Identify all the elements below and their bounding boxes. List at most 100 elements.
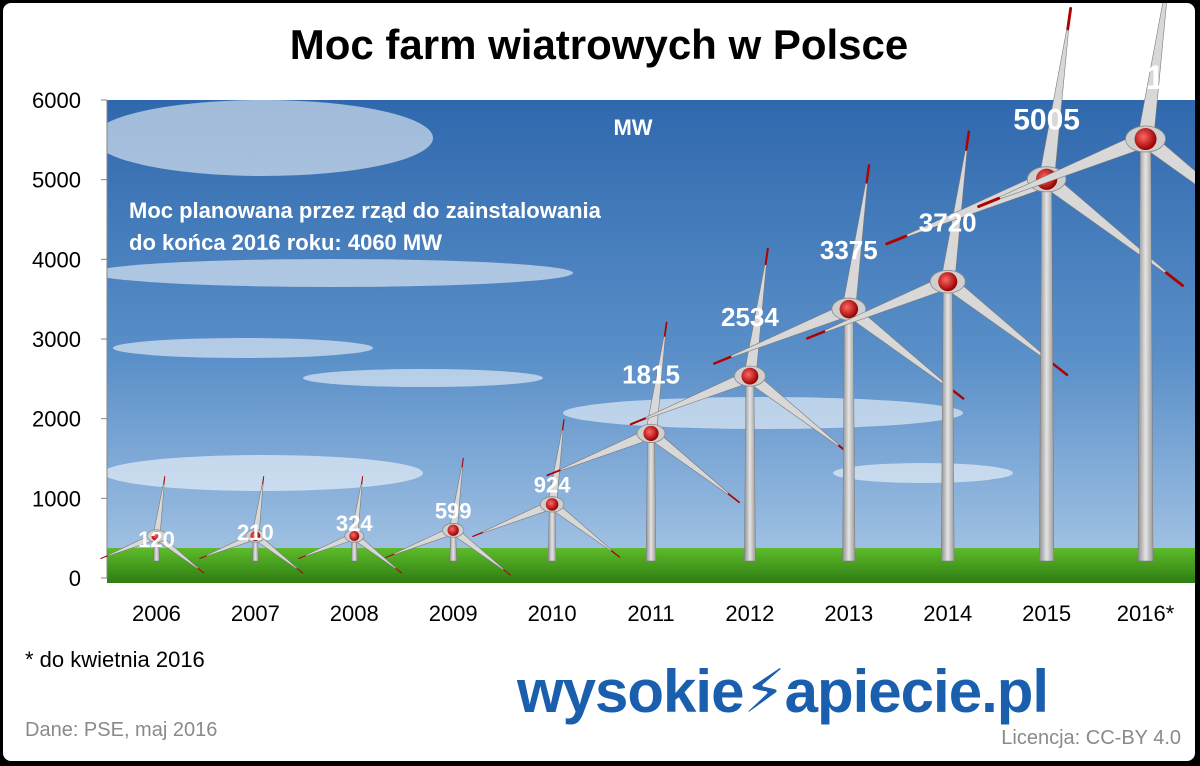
turbine-blade-tip [712, 355, 732, 365]
source-text: Dane: PSE, maj 2016 [25, 719, 218, 741]
turbine-hub [643, 425, 659, 441]
turbine-hub [447, 524, 459, 536]
turbine-blade-tip [610, 550, 621, 558]
turbine-tower [547, 504, 557, 562]
y-tick-label: 2000 [32, 407, 81, 432]
bar [298, 476, 403, 574]
unit-label: MW [613, 115, 652, 140]
data-label: 3720 [919, 208, 977, 238]
data-label: 5510 [1108, 59, 1184, 97]
data-label: 5005 [1013, 103, 1080, 136]
chart-title: Moc farm wiatrowych w Polsce [289, 21, 909, 68]
turbine-blade-tip [395, 568, 403, 574]
y-tick-label: 4000 [32, 247, 81, 272]
turbine-tower [842, 308, 856, 562]
logo-text-right: apiecie.pl [784, 658, 1049, 725]
x-tick-label: 2007 [231, 601, 280, 626]
turbine-tower [1137, 138, 1154, 562]
turbine-tower [645, 433, 657, 562]
turbine-hub [250, 531, 261, 541]
data-label: 210 [237, 520, 274, 545]
bar [629, 247, 853, 562]
turbine-hub [1134, 128, 1157, 151]
turbine-hub [938, 272, 958, 292]
y-tick-label: 5000 [32, 168, 81, 193]
turbine-hub [839, 299, 859, 319]
y-tick-label: 0 [69, 566, 81, 591]
x-tick-label: 2008 [330, 601, 379, 626]
turbine-blade-tip [298, 555, 306, 559]
x-tick-label: 2011 [627, 601, 674, 626]
x-tick-label: 2010 [528, 601, 577, 626]
turbine-blade-tip [546, 469, 561, 477]
chart-canvas: 0 1000 2000 3000 4000 5000 6000 2006 2007 2008 20… [3, 3, 1195, 761]
data-label: 120 [138, 527, 175, 552]
bar [385, 457, 512, 576]
logo: wysokie⚡apiecie.pl [517, 657, 1049, 727]
turbine-blade-tip [296, 568, 304, 574]
bar [977, 3, 1195, 562]
logo-text-left: wysokie [517, 658, 744, 725]
x-axis-labels: 2006 2007 2008 2009 2010 2011 2012 2013 2014 2015… [132, 601, 1175, 626]
turbine-blade-tip [865, 164, 871, 184]
y-tick-label: 6000 [32, 88, 81, 113]
bar [806, 130, 1069, 562]
bar [712, 164, 965, 562]
turbine-blade-tip [197, 568, 205, 574]
data-label: 3375 [820, 235, 878, 265]
data-label: 1815 [622, 359, 680, 389]
turbine-blade-tip [764, 247, 769, 266]
chart: 0 1000 2000 3000 4000 5000 6000 2006 2007 2008 20… [32, 3, 1195, 626]
turbine-tower [744, 375, 756, 562]
y-tick-label: 3000 [32, 327, 81, 352]
turbine-blade-tip [663, 321, 668, 337]
turbine-blade-tip [100, 555, 108, 559]
turbine-blade-tip [262, 476, 265, 485]
turbine-blade-tip [461, 457, 464, 468]
turbine-blade-tip [1066, 7, 1073, 31]
turbine-blade-tip [1051, 362, 1069, 377]
turbine-blade-tip [977, 196, 1001, 208]
turbine-blade-tip [361, 476, 364, 485]
turbine-hub [349, 531, 360, 541]
turbine-blade-tip [561, 419, 565, 431]
x-tick-label: 2016* [1117, 601, 1175, 626]
x-tick-label: 2012 [725, 601, 774, 626]
bar [100, 476, 205, 574]
bars [100, 3, 1195, 576]
y-axis-ticks: 0 1000 2000 3000 4000 5000 6000 [32, 88, 107, 591]
turbine-blade-tip [806, 330, 826, 340]
turbine-hub [545, 498, 559, 511]
data-label: 324 [336, 511, 373, 536]
turbine-blade-tip [472, 531, 483, 538]
turbine-blade-tip [727, 493, 740, 504]
data-label: 924 [534, 472, 571, 497]
x-tick-label: 2015 [1022, 601, 1071, 626]
x-tick-label: 2006 [132, 601, 181, 626]
bar [199, 476, 304, 574]
annotation-line1: Moc planowana przez rząd do zainstalowan… [129, 198, 602, 223]
turbine-blade-tip [163, 476, 166, 485]
turbine-blade-tip [503, 569, 512, 576]
license-text: Licencja: CC-BY 4.0 [1001, 727, 1181, 749]
turbine-blade-tip [965, 130, 971, 151]
turbine-blade-tip [199, 555, 207, 559]
data-label: 599 [435, 498, 472, 523]
x-tick-label: 2014 [923, 601, 972, 626]
bar [546, 321, 740, 562]
turbine-hub [151, 531, 162, 541]
clouds [93, 100, 1013, 491]
bar [472, 419, 621, 562]
x-tick-label: 2009 [429, 601, 478, 626]
turbine-blade-tip [629, 417, 647, 426]
data-labels: 120 210 324 599 924 1815 2534 3375 3720 5005 5510 [138, 59, 1183, 552]
data-label: 2534 [721, 302, 779, 332]
turbine-tower [941, 281, 955, 562]
turbine-blade-tip [885, 234, 908, 246]
turbine-hub [741, 367, 759, 385]
turbine-tower [1039, 179, 1055, 562]
y-tick-label: 1000 [32, 486, 81, 511]
turbine-blade-tip [385, 553, 395, 559]
turbine-blade-tip [1164, 271, 1184, 287]
